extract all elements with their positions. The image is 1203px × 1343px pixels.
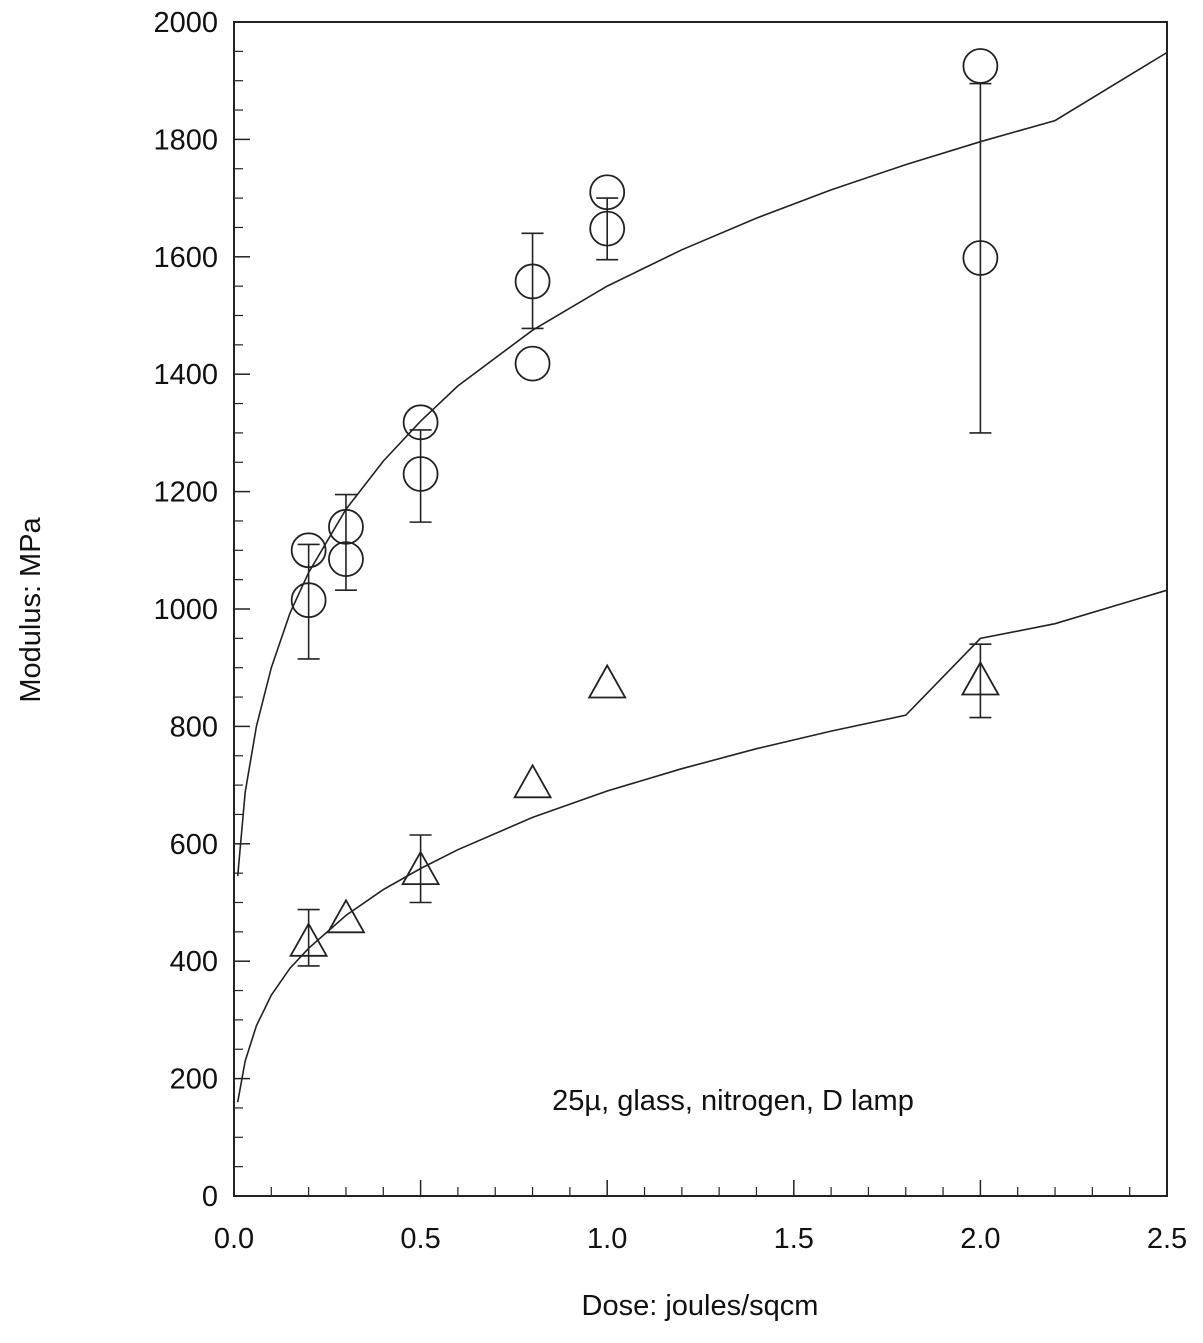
circle-marker [589,210,626,247]
data-markers [289,48,1000,957]
y-tick-label: 1200 [153,477,218,509]
circle-marker [962,48,999,84]
circle-marker [402,404,439,441]
y-tick-label: 800 [170,711,218,743]
y-tick-label: 600 [170,829,218,861]
x-tick-label: 1.0 [587,1223,627,1255]
y-tick-label: 0 [202,1181,218,1213]
fit-curve-circle [236,51,1168,877]
y-tick-label: 1600 [153,242,218,274]
y-tick-label: 200 [170,1064,218,1096]
chart-annotation: 25µ, glass, nitrogen, D lamp [552,1085,914,1117]
triangle-marker [587,663,627,699]
circle-marker [328,541,364,578]
y-tick-label: 400 [170,946,218,978]
y-tick-label: 2000 [153,7,218,39]
triangle-marker [401,850,441,885]
y-axis: 0 200 400 600 800 1000 1200 1400 1600 1800 2000 [153,7,250,1213]
circle-marker [589,174,626,211]
triangle-marker [513,763,553,799]
triangle-marker [289,921,329,957]
triangle-marker [326,898,366,934]
circle-marker [290,582,327,619]
y-axis-label: Modulus: MPa [15,516,47,702]
circle-marker [962,240,999,276]
circle-marker [328,508,364,545]
x-tick-label: 2.0 [960,1223,1000,1255]
fit-curve-triangle [236,589,1168,1103]
circle-marker [290,532,327,569]
x-tick-label: 0.0 [214,1223,254,1255]
error-bars [297,82,992,967]
x-tick-label: 0.5 [400,1223,440,1255]
x-axis-label: Dose: joules/sqcm [582,1290,819,1322]
circle-marker [514,263,551,300]
x-tick-label: 1.5 [774,1223,814,1255]
x-tick-label: 2.5 [1147,1223,1187,1255]
y-tick-label: 1400 [153,359,218,391]
x-axis: 0.0 0.5 1.0 1.5 2.0 2.5 [214,1180,1187,1255]
fit-curves [236,51,1168,1103]
y-tick-label: 1000 [153,594,218,626]
plot-frame [233,21,1168,1197]
circle-marker [514,345,551,382]
y-tick-label: 1800 [153,124,218,156]
circle-marker [402,456,439,492]
triangle-marker [960,660,1000,696]
